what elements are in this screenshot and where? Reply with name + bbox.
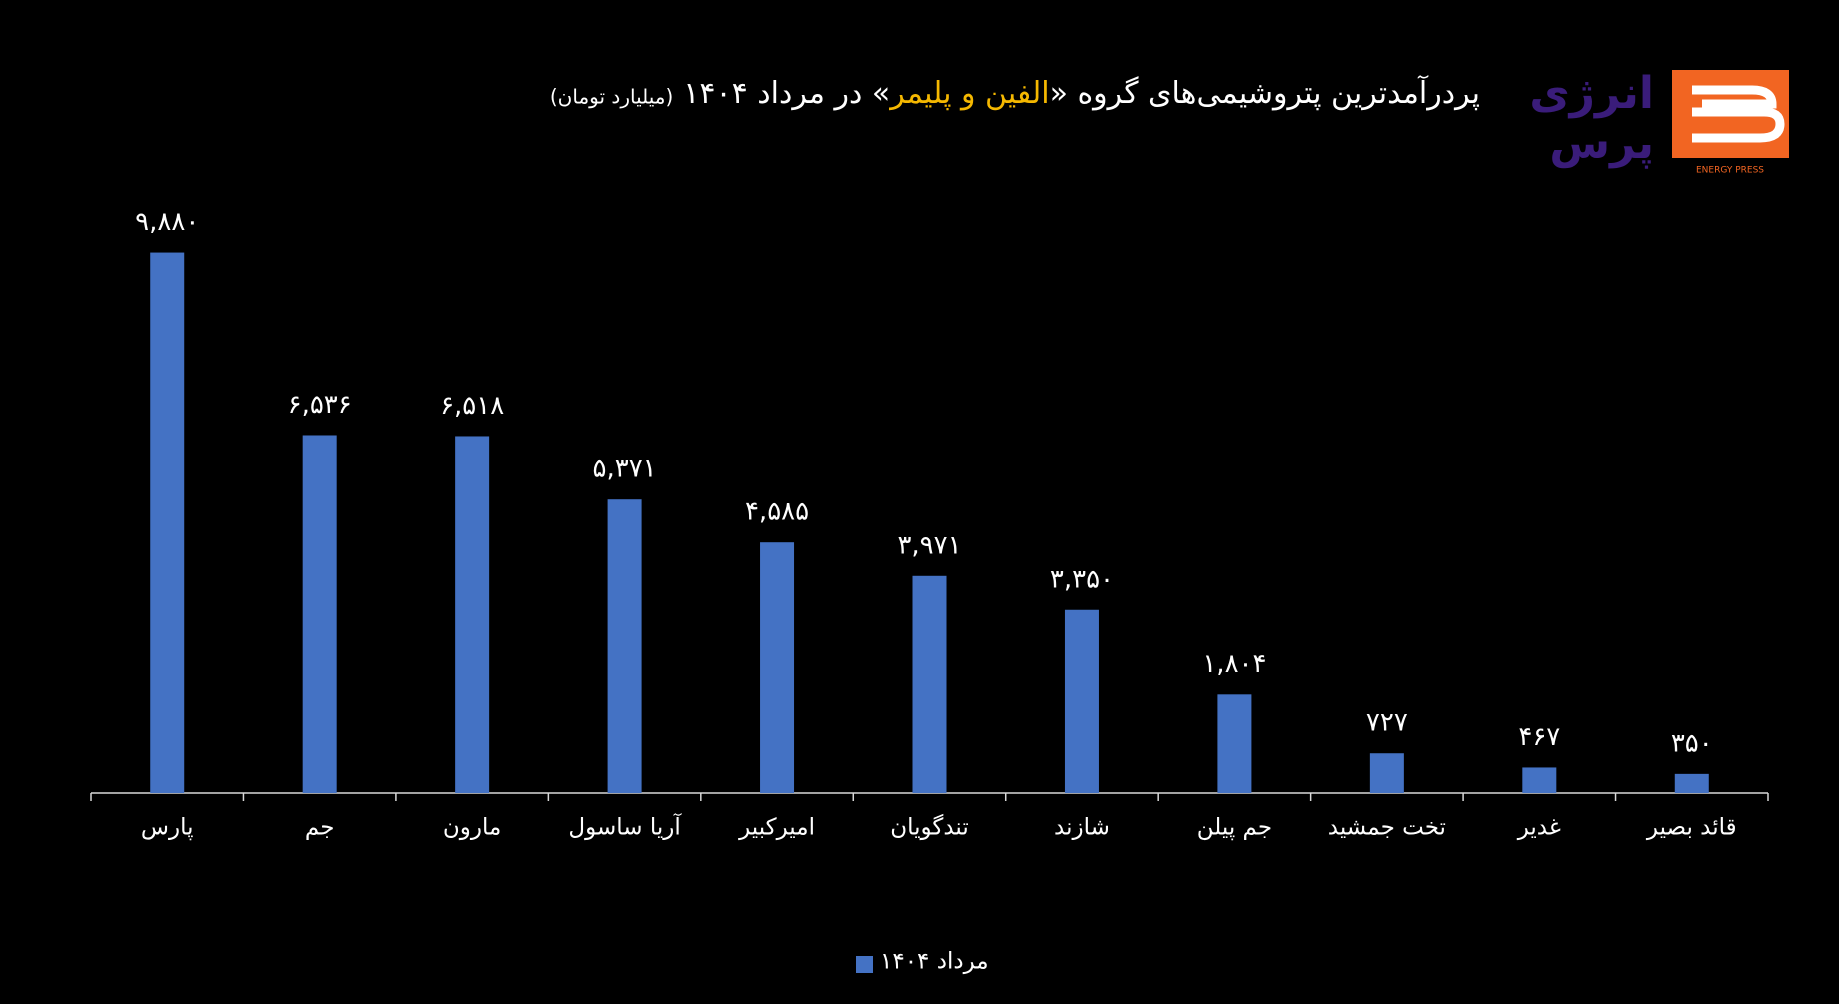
bar bbox=[150, 252, 185, 794]
data-label: ۳۵۰ bbox=[1671, 728, 1713, 758]
data-label: ۴,۵۸۵ bbox=[745, 497, 809, 527]
bar bbox=[1064, 609, 1099, 793]
x-tick-label: مارون bbox=[443, 815, 501, 841]
bar bbox=[607, 499, 642, 793]
x-tick-label: امیرکبیر bbox=[738, 815, 815, 841]
bar bbox=[1522, 767, 1557, 793]
bar bbox=[1369, 753, 1404, 793]
logo-caption: ENERGY PRESS bbox=[1696, 166, 1764, 176]
legend-label: مرداد ۱۴۰۴ bbox=[880, 949, 989, 975]
logo-icon bbox=[1692, 85, 1785, 143]
chart-title: پردرآمدترین پتروشیمی‌های گروه «الفین و پ… bbox=[683, 75, 1480, 111]
bar bbox=[1674, 773, 1709, 793]
bar bbox=[455, 436, 490, 793]
legend-swatch bbox=[856, 956, 873, 973]
x-tick-label: تندگویان bbox=[890, 814, 969, 841]
logo-line1: انرژی bbox=[1529, 68, 1654, 119]
x-tick-label: قائد بصیر bbox=[1646, 815, 1737, 841]
x-tick-label: شازند bbox=[1054, 815, 1110, 841]
bar bbox=[1217, 694, 1252, 793]
data-label: ۷۲۷ bbox=[1366, 708, 1408, 738]
x-tick-label: جم bbox=[305, 815, 335, 841]
bar bbox=[302, 435, 337, 793]
logo-line2: پرس bbox=[1549, 118, 1654, 169]
bar bbox=[760, 542, 795, 793]
bar bbox=[912, 575, 947, 793]
data-label: ۶,۵۳۶ bbox=[288, 390, 352, 420]
data-label: ۳,۹۷۱ bbox=[897, 530, 961, 560]
x-tick-label: جم پیلن bbox=[1197, 815, 1272, 841]
data-label: ۵,۳۷۱ bbox=[593, 454, 657, 484]
data-label: ۹,۸۸۰ bbox=[135, 207, 199, 237]
title-main: پردرآمدترین پتروشیمی‌های گروه « bbox=[1050, 75, 1480, 111]
chart-subtitle: (میلیارد تومان) bbox=[550, 85, 673, 109]
title-end: » در مرداد ۱۴۰۴ bbox=[683, 76, 890, 111]
title-highlight: الفین و پلیمر bbox=[888, 76, 1049, 111]
x-tick-label: غدیر bbox=[1517, 815, 1561, 841]
data-label: ۴۶۷ bbox=[1518, 722, 1560, 752]
x-tick-label: آریا ساسول bbox=[568, 813, 682, 841]
data-label: ۶,۵۱۸ bbox=[440, 391, 504, 421]
x-tick-label: تخت جمشید bbox=[1328, 815, 1446, 841]
data-label: ۱,۸۰۴ bbox=[1202, 649, 1266, 679]
x-tick-label: پارس bbox=[141, 815, 194, 841]
data-label: ۳,۳۵۰ bbox=[1050, 564, 1114, 594]
